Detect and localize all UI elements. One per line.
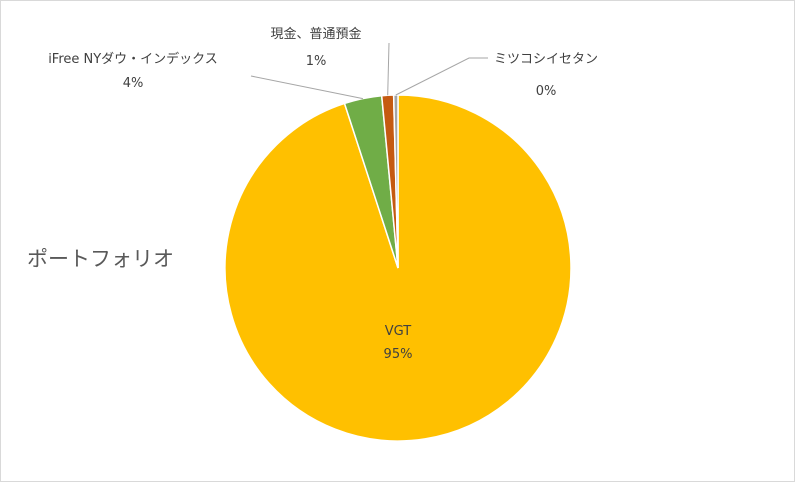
chart-title: ポートフォリオ <box>27 247 174 271</box>
leader-line-mitsukoshi <box>395 57 488 96</box>
slice-percent-mitsukoshi: 0% <box>536 84 557 99</box>
slice-label-ifree: iFree NYダウ・インデックス <box>48 51 218 67</box>
leader-line-ifree <box>250 75 363 100</box>
slice-label-vgt: VGT <box>385 324 412 339</box>
slice-label-mitsukoshi: ミツコシイセタン <box>494 52 598 67</box>
slice-percent-ifree: 4% <box>123 76 144 91</box>
leader-line-cash <box>387 42 390 96</box>
slice-percent-cash: 1% <box>306 54 327 69</box>
slice-label-cash: 現金、普通預金 <box>270 26 361 42</box>
pie-slices <box>224 94 572 442</box>
slice-percent-vgt: 95% <box>384 347 413 362</box>
leader-lines <box>250 42 488 100</box>
